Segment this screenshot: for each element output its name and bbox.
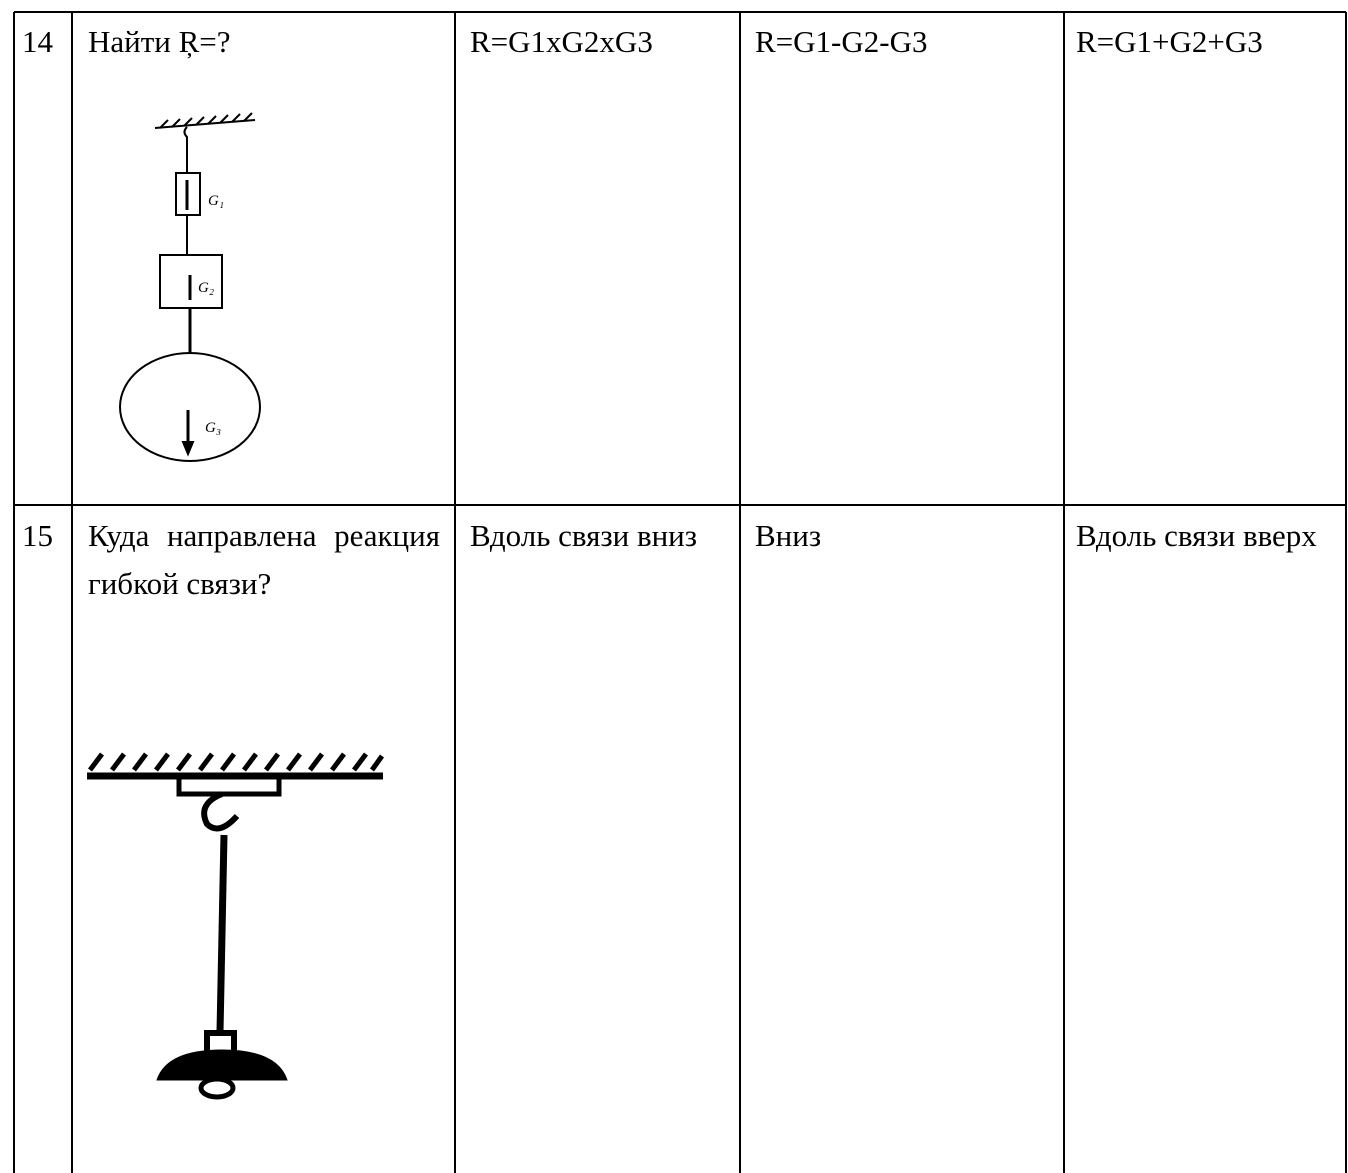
option: R=G1+G2+G3 <box>1076 24 1263 59</box>
row-number: 14 <box>22 24 53 59</box>
figure-label: G₁ <box>208 193 224 209</box>
row-number: 15 <box>22 518 53 553</box>
option: Вдоль связи вверх <box>1076 518 1317 553</box>
figure-label: G₂ <box>198 280 214 296</box>
figure-1 <box>119 112 261 462</box>
table-borders <box>13 11 1347 1173</box>
option: Вниз <box>755 518 822 553</box>
figure-2 <box>87 752 385 1100</box>
figure-label: G₃ <box>205 420 221 436</box>
option: R=G1xG2xG3 <box>470 24 653 59</box>
question: Найти Ŗ=? <box>88 24 231 59</box>
option: R=G1-G2-G3 <box>755 24 928 59</box>
option: Вдоль связи вниз <box>470 518 698 553</box>
question: Куда направлена реакция гибкой связи? <box>88 518 440 601</box>
